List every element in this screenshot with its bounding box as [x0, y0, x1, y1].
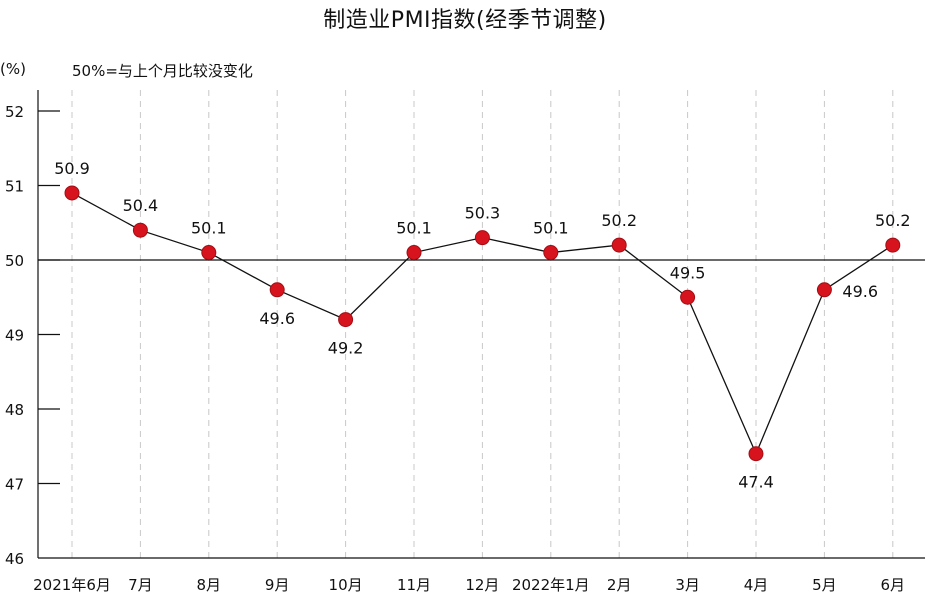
data-label: 50.4 — [123, 196, 159, 215]
data-point — [338, 312, 354, 328]
x-tick-label: 12月 — [465, 576, 499, 594]
y-tick-label: 49 — [5, 327, 24, 345]
data-label: 50.1 — [533, 219, 569, 238]
x-tick-label: 10月 — [329, 576, 363, 594]
x-tick-label: 9月 — [265, 576, 290, 594]
chart-title: 制造业PMI指数(经季节调整) — [323, 8, 607, 33]
data-point — [132, 222, 148, 238]
data-point — [543, 245, 559, 261]
x-tick-label: 5月 — [812, 576, 837, 594]
data-label: 49.5 — [670, 263, 706, 282]
data-point — [748, 446, 764, 462]
data-label: 50.2 — [601, 211, 637, 230]
x-tick-label: 4月 — [744, 576, 769, 594]
y-tick-label: 52 — [5, 103, 24, 121]
data-label: 50.1 — [396, 219, 432, 238]
reference-line-note: 50%=与上个月比较没变化 — [72, 62, 253, 80]
data-point — [885, 237, 901, 253]
x-tick-label: 2月 — [607, 576, 632, 594]
x-tick-label: 7月 — [128, 576, 153, 594]
data-label: 49.6 — [259, 309, 295, 328]
x-tick-label: 11月 — [397, 576, 431, 594]
y-axis-unit-label: (%) — [0, 60, 26, 78]
data-point — [611, 237, 627, 253]
data-point — [474, 230, 490, 246]
x-tick-label: 2022年1月 — [512, 576, 590, 594]
y-tick-label: 46 — [5, 550, 24, 568]
y-tick-label: 50 — [5, 252, 24, 270]
data-label: 50.1 — [191, 219, 227, 238]
x-tick-label: 3月 — [675, 576, 700, 594]
data-label: 47.4 — [738, 473, 774, 492]
data-point — [680, 289, 696, 305]
x-tick-label: 8月 — [197, 576, 222, 594]
x-tick-label: 6月 — [881, 576, 906, 594]
data-label: 50.3 — [465, 204, 501, 223]
data-label: 50.9 — [54, 159, 90, 178]
data-point — [201, 245, 217, 261]
x-tick-label: 2021年6月 — [33, 576, 111, 594]
data-label: 49.2 — [328, 339, 364, 358]
data-label: 49.6 — [842, 282, 878, 301]
data-point — [816, 282, 832, 298]
y-tick-label: 51 — [5, 178, 24, 196]
data-label: 50.2 — [875, 211, 911, 230]
y-tick-label: 47 — [5, 476, 24, 494]
data-point — [406, 245, 422, 261]
y-tick-label: 48 — [5, 401, 24, 419]
data-point — [64, 185, 80, 201]
data-point — [269, 282, 285, 298]
